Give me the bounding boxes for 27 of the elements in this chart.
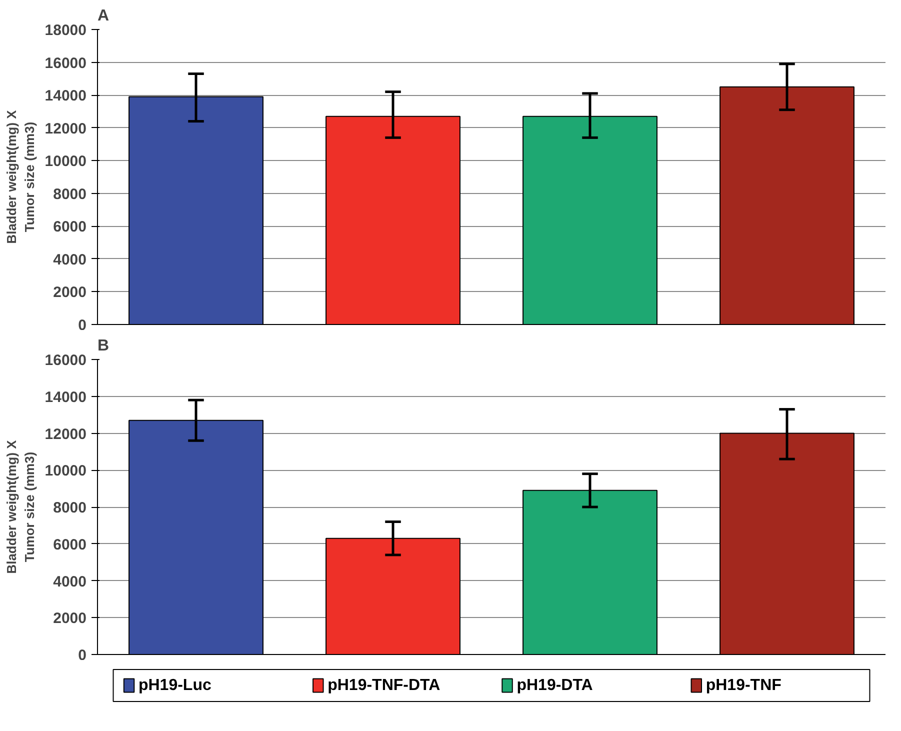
y-tick-label: 0 (78, 317, 86, 334)
y-tick-label: 4000 (53, 573, 87, 590)
y-axis-title: Bladder weight(mg) X Tumor size (mm3) (4, 440, 37, 574)
y-tick-label: 10000 (44, 153, 87, 170)
y-tick-label: 12000 (44, 120, 87, 138)
y-tick-label: 14000 (44, 388, 87, 406)
legend-label: pH19-DTA (516, 677, 594, 694)
legend-label: pH19-Luc (138, 677, 212, 694)
chart-title: B (98, 338, 110, 354)
y-tick-label: 10000 (44, 462, 87, 480)
y-tick-label: 6000 (53, 218, 87, 236)
y-axis-title: Bladder weight(mg) X Tumor size (mm3) (4, 110, 37, 244)
chart-title: A (98, 8, 110, 24)
y-tick-label: 14000 (44, 88, 87, 105)
y-tick-label: 8000 (53, 186, 87, 203)
y-tick-label: 16000 (44, 352, 87, 369)
y-tick-label: 8000 (53, 500, 87, 516)
y-tick-label: 4000 (53, 251, 87, 268)
y-tick-label: 0 (78, 647, 86, 664)
legend-label: pH19-TNF-DTA (328, 677, 441, 694)
legend-label: pH19-TNF (706, 677, 782, 694)
y-tick-label: 12000 (44, 426, 87, 443)
y-tick-label: 18000 (44, 22, 87, 39)
y-tick-label: 2000 (53, 610, 87, 628)
y-tick-label: 16000 (44, 54, 87, 72)
y-tick-label: 2000 (53, 284, 87, 302)
y-tick-label: 6000 (53, 536, 87, 554)
